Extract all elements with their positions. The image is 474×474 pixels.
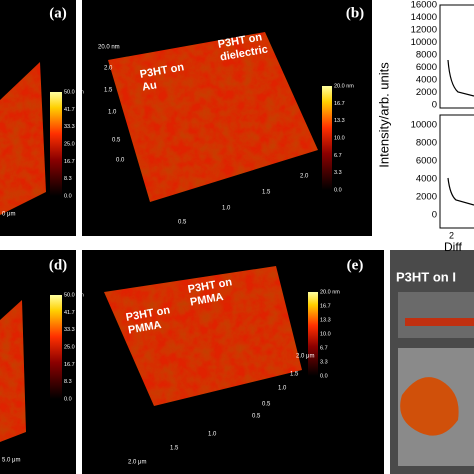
curve-bottom xyxy=(447,177,474,206)
y-tick-label: 2000 xyxy=(416,192,437,203)
axis-label: 0.5 xyxy=(112,138,121,144)
y-tick-label: 4000 xyxy=(416,174,437,185)
photo-top xyxy=(398,292,474,338)
y-tick-label: 14000 xyxy=(411,12,437,23)
y-tick-label: 10000 xyxy=(411,120,437,131)
afm-surface xyxy=(0,300,26,442)
color-bar-label: 0.0 xyxy=(64,396,72,402)
color-bar-label: 50.0 nm xyxy=(64,89,84,95)
curve-top xyxy=(447,59,474,97)
axis-label: 2.0 xyxy=(104,66,113,72)
axis-label: 1.0 xyxy=(208,432,217,438)
plot-frame-top xyxy=(439,4,474,109)
axis-label: 1.5 xyxy=(290,372,299,378)
panel-label: (e) xyxy=(347,257,364,273)
y-tick-label: 4000 xyxy=(416,75,437,86)
axis-label: 2.0 μm xyxy=(128,460,146,466)
color-bar xyxy=(50,295,62,399)
color-bar-label: 20.0 nm xyxy=(334,83,354,89)
color-bar-label: 13.3 xyxy=(320,317,331,323)
color-bar-label: 16.7 xyxy=(320,303,331,309)
axis-label: 1.0 xyxy=(222,206,231,212)
axis-label: 20.0 nm xyxy=(98,45,120,51)
plot-frame-bottom xyxy=(439,114,474,229)
y-tick-label: 6000 xyxy=(416,156,437,167)
axis-label: 1.0 xyxy=(278,386,287,392)
axis-label: 1.0 xyxy=(108,110,117,116)
x-tick-label: 2 xyxy=(449,230,454,240)
axis-label: 0.0 xyxy=(116,158,125,164)
color-bar-label: 25.0 xyxy=(64,141,75,147)
color-bar-label: 6.7 xyxy=(320,345,328,351)
y-tick-label: 6000 xyxy=(416,62,437,73)
region-tag: PMMA xyxy=(127,319,162,337)
photo-title: P3HT on I xyxy=(396,269,456,284)
color-bar-label: 41.7 xyxy=(64,107,75,113)
color-bar-label: 13.3 xyxy=(334,118,345,124)
axis-label: 2.0 xyxy=(300,174,309,180)
y-tick-label: 8000 xyxy=(416,138,437,149)
panel-label: (b) xyxy=(346,5,364,21)
color-bar xyxy=(308,292,318,376)
y-tick-label: 8000 xyxy=(416,50,437,61)
color-bar-label: 16.7 xyxy=(64,362,75,368)
afm-surface xyxy=(104,266,302,406)
y-tick-label: 0 xyxy=(432,210,437,221)
y-tick-label: 10000 xyxy=(411,37,437,48)
color-bar-label: 10.0 xyxy=(334,135,345,141)
color-bar-label: 10.0 xyxy=(320,331,331,337)
photo-drop xyxy=(400,377,459,436)
axis-label: 2.0 μm xyxy=(296,354,314,360)
axis-label: 0.5 xyxy=(252,414,261,420)
y-tick-label: 16000 xyxy=(411,0,437,11)
color-bar-label: 3.3 xyxy=(320,359,328,365)
y-axis-label: Intensity/arb. units xyxy=(376,62,391,168)
color-bar-label: 0.0 xyxy=(334,187,342,193)
color-bar-label: 16.7 xyxy=(334,101,345,107)
region-tag: PMMA xyxy=(189,291,224,309)
color-bar-label: 8.3 xyxy=(64,176,72,182)
color-bar-label: 8.3 xyxy=(64,379,72,385)
color-bar-label: 16.7 xyxy=(64,159,75,165)
color-bar-label: 41.7 xyxy=(64,310,75,316)
color-bar-label: 25.0 xyxy=(64,344,75,350)
region-tag: Au xyxy=(141,79,158,93)
axis-label: 5.0 μm xyxy=(2,458,20,464)
axis-label: 1.5 xyxy=(104,88,113,94)
axis-label: 0.5 xyxy=(178,220,187,226)
axis-label: 0.5 xyxy=(262,402,271,408)
color-bar-label: 33.3 xyxy=(64,327,75,333)
color-bar-label: 3.3 xyxy=(334,170,342,176)
afm-surface xyxy=(0,62,46,215)
axis-label: 0 μm xyxy=(2,212,15,218)
y-tick-label: 2000 xyxy=(416,87,437,98)
color-bar xyxy=(322,86,332,190)
axis-label: 1.5 xyxy=(170,446,179,452)
panel-label: (a) xyxy=(49,5,67,21)
color-bar-label: 0.0 xyxy=(320,373,328,379)
axis-label: 1.5 xyxy=(262,190,271,196)
color-bar-label: 33.3 xyxy=(64,124,75,130)
color-bar-label: 20.0 nm xyxy=(320,289,340,295)
panel-label: (d) xyxy=(49,257,67,273)
afm-surface xyxy=(108,32,318,202)
color-bar-label: 6.7 xyxy=(334,153,342,159)
color-bar-label: 0.0 xyxy=(64,193,72,199)
y-tick-label: 0 xyxy=(432,100,437,111)
y-tick-label: 12000 xyxy=(411,25,437,36)
color-bar xyxy=(50,92,62,196)
photo-film xyxy=(405,318,474,326)
color-bar-label: 50.0 nm xyxy=(64,292,84,298)
x-axis-label: Diff xyxy=(444,240,462,254)
